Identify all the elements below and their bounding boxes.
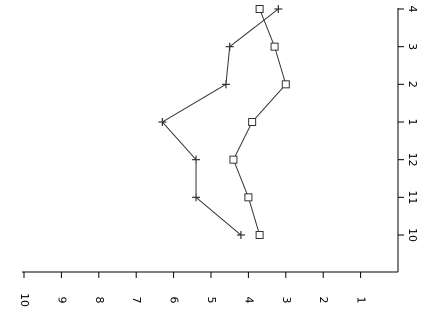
value-tick-label: 10 bbox=[18, 293, 31, 307]
value-tick-label: 8 bbox=[93, 297, 106, 304]
data-point-square bbox=[255, 231, 264, 239]
value-tick-label: 3 bbox=[280, 297, 293, 304]
value-tick-label: 9 bbox=[55, 297, 68, 304]
category-tick-label: 10 bbox=[406, 228, 419, 242]
data-point-plus bbox=[192, 155, 201, 164]
value-tick-label: 7 bbox=[130, 297, 143, 304]
series-group bbox=[158, 5, 290, 239]
value-tick-label: 1 bbox=[355, 297, 368, 304]
data-point-square bbox=[281, 80, 290, 89]
value-tick-label: 6 bbox=[168, 297, 181, 304]
data-point-plus bbox=[192, 193, 201, 202]
data-point-square bbox=[255, 5, 264, 13]
series-square bbox=[229, 5, 290, 239]
data-point-square bbox=[270, 42, 279, 51]
data-point-plus bbox=[236, 231, 245, 239]
value-tick-label: 5 bbox=[205, 297, 218, 304]
series-line bbox=[161, 8, 279, 236]
data-point-plus bbox=[274, 5, 283, 13]
category-tick-label: 2 bbox=[406, 81, 419, 88]
data-point-plus bbox=[225, 42, 234, 51]
data-point-plus bbox=[158, 118, 167, 126]
data-point-square bbox=[229, 155, 238, 164]
data-point-square bbox=[244, 193, 253, 202]
value-tick-label: 2 bbox=[317, 297, 330, 304]
category-tick-label: 3 bbox=[406, 43, 419, 50]
series-plus bbox=[158, 5, 283, 239]
data-point-plus bbox=[221, 80, 230, 89]
category-tick-label: 12 bbox=[406, 153, 419, 167]
category-tick-label: 1 bbox=[406, 119, 419, 126]
category-tick-label: 4 bbox=[406, 6, 419, 13]
category-tick-label: 11 bbox=[406, 190, 419, 204]
value-tick-label: 4 bbox=[242, 297, 255, 304]
data-point-square bbox=[248, 118, 257, 126]
